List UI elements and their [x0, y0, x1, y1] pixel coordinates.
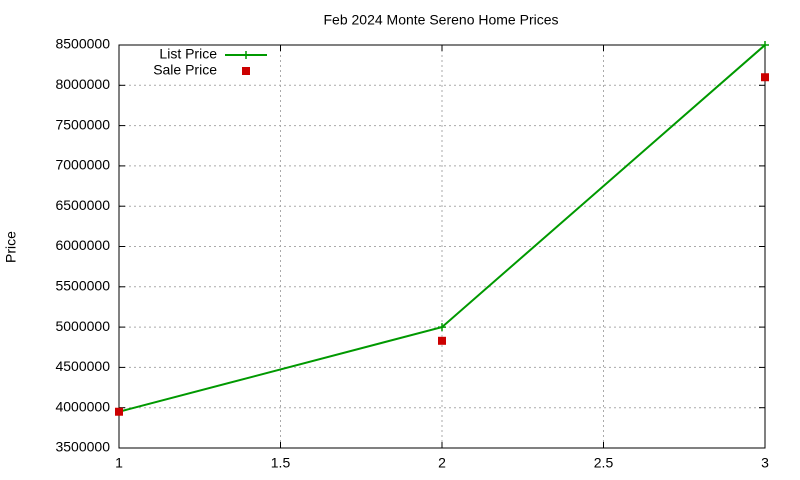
marker: [761, 41, 769, 49]
plot-frame: [118, 44, 766, 449]
marker: [438, 323, 446, 332]
marker: [242, 51, 250, 59]
y-tick-label: 6000000: [55, 237, 110, 253]
marker: [115, 407, 123, 416]
x-tick-label: 3: [761, 455, 769, 471]
legend-label: List Price: [159, 46, 217, 62]
y-axis-label: Price: [3, 231, 19, 263]
marker: [761, 73, 769, 82]
y-tick-label: 7000000: [55, 157, 110, 173]
chart-title: Feb 2024 Monte Sereno Home Prices: [323, 12, 558, 28]
y-tick-label: 4500000: [55, 358, 110, 374]
marker: [242, 67, 250, 75]
x-tick-label: 2: [438, 455, 446, 471]
x-tick-label: 1: [115, 455, 123, 471]
y-tick-label: 8000000: [55, 76, 110, 92]
legend-label: Sale Price: [153, 62, 217, 78]
y-tick-label: 5000000: [55, 318, 110, 334]
x-tick-label: 2.5: [594, 455, 614, 471]
y-tick-label: 4000000: [55, 398, 110, 414]
y-tick-label: 3500000: [55, 439, 110, 455]
y-tick-label: 6500000: [55, 197, 110, 213]
x-tick-label: 1.5: [271, 455, 291, 471]
y-tick-label: 5500000: [55, 278, 110, 294]
y-tick-label: 8500000: [55, 36, 110, 52]
marker: [438, 336, 446, 345]
y-tick-label: 7500000: [55, 116, 110, 132]
